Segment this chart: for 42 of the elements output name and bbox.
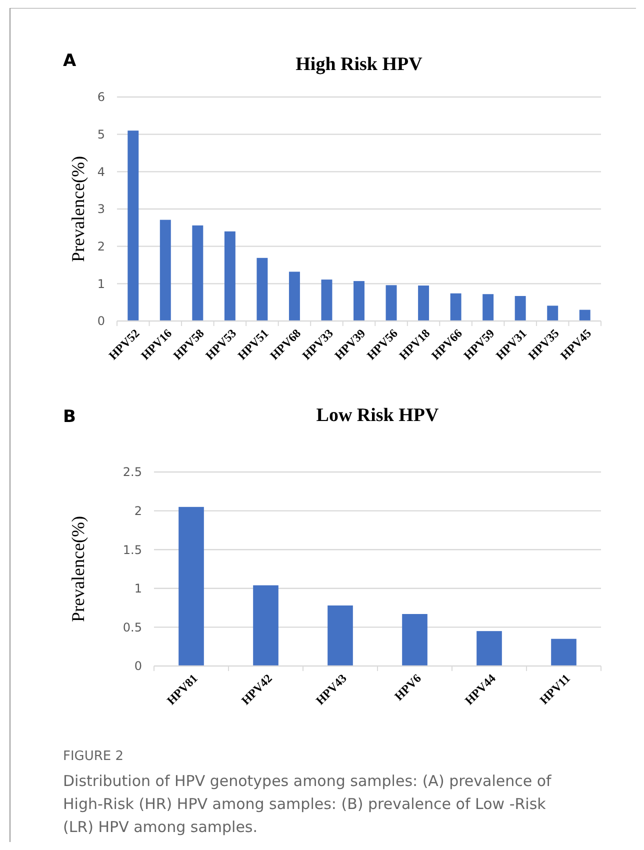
bar <box>256 258 268 321</box>
chart-title: Low Risk HPV <box>316 405 440 426</box>
bar <box>253 585 278 666</box>
bar <box>178 506 204 666</box>
y-tick-label: 6 <box>97 90 105 104</box>
bar <box>128 130 139 321</box>
y-axis-title: Prevalence(%) <box>68 516 88 622</box>
bar <box>288 272 300 321</box>
y-tick-label: 0 <box>97 314 105 328</box>
chart-title: High Risk HPV <box>296 54 423 75</box>
bar <box>224 231 236 321</box>
bar <box>192 225 204 321</box>
y-tick-label: 1.5 <box>122 542 142 557</box>
y-tick-label: 2.5 <box>122 465 142 480</box>
text: A <box>63 51 77 71</box>
y-tick-label: 5 <box>97 128 105 142</box>
bar <box>476 631 502 666</box>
text: Distribution of HPV genotypes among samples: (A) prevalence of High-Risk (HR) HPV among samples: (B) prevalence of Low -Risk (LR) HPV among samples. <box>63 772 552 836</box>
y-tick-label: 2 <box>134 504 142 518</box>
bar <box>321 280 332 321</box>
y-tick-label: 0 <box>134 659 142 674</box>
bar <box>402 614 428 666</box>
bar <box>160 220 171 321</box>
y-tick-label: 0.5 <box>122 620 142 634</box>
bar <box>450 293 462 321</box>
bar <box>418 286 430 321</box>
bar <box>354 281 364 321</box>
y-tick-label: 1 <box>97 276 105 291</box>
bar <box>547 306 558 321</box>
bar <box>328 605 353 666</box>
bar <box>551 638 576 666</box>
y-tick-label: 4 <box>97 164 105 179</box>
text: B <box>63 407 76 427</box>
y-axis-title: Prevalence(%) <box>68 156 88 262</box>
bar <box>579 310 590 321</box>
bar <box>386 285 397 321</box>
y-tick-label: 2 <box>97 240 105 254</box>
y-tick-label: 3 <box>97 202 105 216</box>
y-tick-label: 1 <box>134 582 142 596</box>
bar <box>514 296 526 321</box>
caption: FIGURE 2 <box>63 749 124 764</box>
bar <box>482 294 494 321</box>
